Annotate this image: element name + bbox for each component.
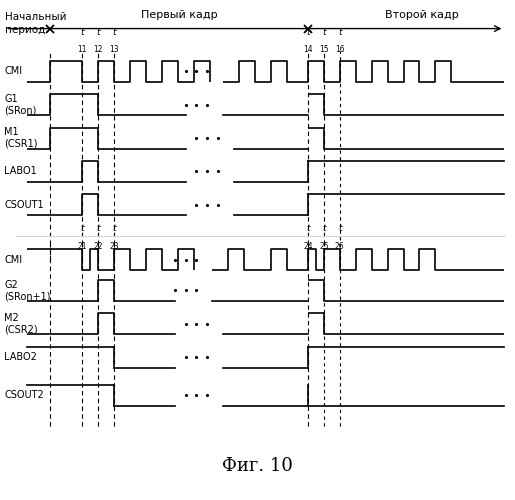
Text: t: t bbox=[338, 224, 341, 234]
Text: Фиг. 10: Фиг. 10 bbox=[222, 457, 293, 475]
Text: LABO1: LABO1 bbox=[4, 166, 37, 176]
Text: 25: 25 bbox=[319, 242, 329, 251]
Text: LABO2: LABO2 bbox=[4, 352, 37, 362]
Text: Первый кадр: Первый кадр bbox=[141, 10, 217, 20]
Text: 11: 11 bbox=[78, 45, 87, 54]
Text: 15: 15 bbox=[319, 45, 329, 54]
Text: M2
(CSR2): M2 (CSR2) bbox=[4, 313, 38, 334]
Text: 14: 14 bbox=[303, 45, 313, 54]
Text: 23: 23 bbox=[109, 242, 119, 251]
Text: t: t bbox=[306, 28, 310, 36]
Text: t: t bbox=[338, 28, 341, 36]
Text: 26: 26 bbox=[335, 242, 345, 251]
Text: t: t bbox=[322, 224, 325, 234]
Text: 12: 12 bbox=[93, 45, 103, 54]
Text: G2
(SRon+1): G2 (SRon+1) bbox=[4, 280, 51, 301]
Text: 22: 22 bbox=[93, 242, 103, 251]
Text: 21: 21 bbox=[78, 242, 87, 251]
Text: CMI: CMI bbox=[4, 254, 22, 264]
Text: CSOUT1: CSOUT1 bbox=[4, 200, 44, 210]
Text: Начальный: Начальный bbox=[5, 12, 67, 22]
Text: t: t bbox=[80, 28, 84, 36]
Text: t: t bbox=[306, 224, 310, 234]
Text: t: t bbox=[96, 224, 100, 234]
Text: период: период bbox=[5, 25, 45, 35]
Text: t: t bbox=[112, 224, 116, 234]
Text: M1
(CSR1): M1 (CSR1) bbox=[4, 128, 38, 149]
Text: Второй кадр: Второй кадр bbox=[385, 10, 459, 20]
Text: CMI: CMI bbox=[4, 66, 22, 76]
Text: 24: 24 bbox=[303, 242, 313, 251]
Text: 16: 16 bbox=[335, 45, 345, 54]
Text: t: t bbox=[112, 28, 116, 36]
Text: t: t bbox=[322, 28, 325, 36]
Text: G1
(SRon): G1 (SRon) bbox=[4, 94, 37, 116]
Text: t: t bbox=[80, 224, 84, 234]
Text: t: t bbox=[96, 28, 100, 36]
Text: 13: 13 bbox=[109, 45, 119, 54]
Text: CSOUT2: CSOUT2 bbox=[4, 390, 44, 400]
